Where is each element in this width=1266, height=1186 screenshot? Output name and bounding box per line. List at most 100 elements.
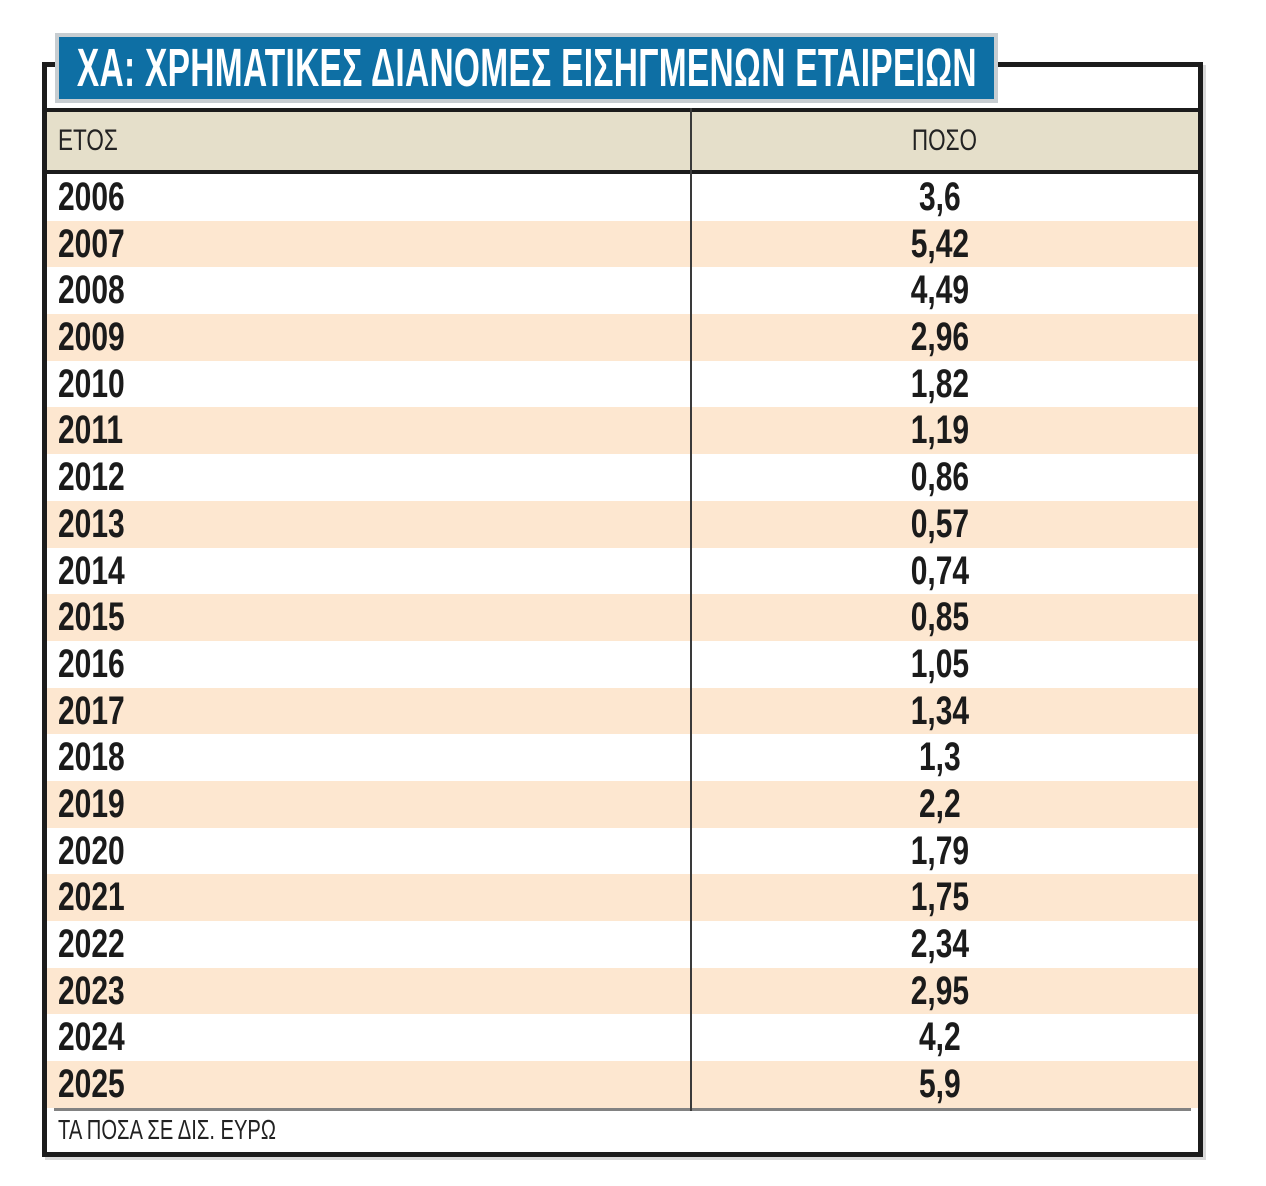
amount-cell: 0,74: [690, 548, 1189, 595]
table-row: 2013 0,57: [47, 500, 1198, 548]
amount-cell: 4,2: [690, 1014, 1189, 1061]
table-row: 2017 1,34: [47, 687, 1198, 735]
year-value: 2018: [58, 735, 125, 780]
year-value: 2006: [58, 175, 125, 219]
amount-cell: 1,79: [690, 828, 1189, 875]
amount-value: 1,3: [918, 735, 961, 780]
table-row: 2019 2,2: [47, 780, 1198, 828]
column-header-amount-label: ΠΟΣΟ: [911, 124, 977, 157]
amount-cell: 5,42: [690, 221, 1189, 268]
amount-value: 2,96: [910, 315, 969, 360]
amount-cell: 2,2: [690, 781, 1189, 828]
column-header-year: ΕΤΟΣ: [47, 124, 690, 158]
year-cell: 2010: [56, 361, 690, 408]
amount-value: 1,75: [910, 875, 969, 920]
year-cell: 2017: [56, 688, 690, 735]
table-row: 2009 2,96: [47, 314, 1198, 361]
year-value: 2012: [58, 455, 125, 500]
amount-cell: 0,86: [690, 454, 1189, 501]
footnote-text: ΤΑ ΠΟΣΑ ΣΕ ΔΙΣ. ΕΥΡΩ: [58, 1113, 276, 1145]
amount-value: 5,9: [918, 1062, 961, 1107]
table-frame: ΕΤΟΣ ΠΟΣΟ 2006 3,6 2007 5,42 2008 4,49 2009 2,9…: [42, 62, 1203, 1157]
year-cell: 2020: [56, 828, 690, 875]
footnote-row: ΤΑ ΠΟΣΑ ΣΕ ΔΙΣ. ΕΥΡΩ: [47, 1111, 1198, 1149]
year-value: 2008: [58, 268, 125, 313]
table-row: 2012 0,86: [47, 454, 1198, 501]
year-value: 2016: [58, 641, 125, 686]
table-row: 2010 1,82: [47, 361, 1198, 408]
column-header-amount: ΠΟΣΟ: [690, 124, 1198, 158]
year-value: 2020: [58, 828, 125, 873]
amount-value: 1,82: [910, 361, 969, 406]
table-header-row: ΕΤΟΣ ΠΟΣΟ: [47, 108, 1198, 174]
footnote-divider: [54, 1107, 1191, 1111]
amount-cell: 1,82: [690, 361, 1189, 408]
year-value: 2009: [58, 315, 125, 360]
year-value: 2021: [58, 875, 125, 920]
year-cell: 2013: [56, 501, 690, 548]
amount-value: 4,49: [910, 268, 969, 313]
year-cell: 2006: [56, 174, 690, 221]
amount-value: 1,79: [910, 828, 969, 873]
table-row: 2018 1,3: [47, 734, 1198, 781]
amount-cell: 1,34: [690, 688, 1189, 735]
amount-value: 0,86: [910, 455, 969, 500]
year-cell: 2019: [56, 781, 690, 828]
amount-value: 2,95: [910, 968, 969, 1013]
amount-cell: 4,49: [690, 267, 1189, 314]
page-title: ΧΑ: ΧΡΗΜΑΤΙΚΕΣ ΔΙΑΝΟΜΕΣ ΕΙΣΗΓΜΕΝΩΝ ΕΤΑΙΡ…: [76, 38, 977, 98]
title-banner: ΧΑ: ΧΡΗΜΑΤΙΚΕΣ ΔΙΑΝΟΜΕΣ ΕΙΣΗΓΜΕΝΩΝ ΕΤΑΙΡ…: [55, 33, 998, 103]
table-row: 2014 0,74: [47, 548, 1198, 595]
year-value: 2013: [58, 501, 125, 546]
amount-value: 3,6: [918, 175, 961, 219]
year-cell: 2007: [56, 221, 690, 268]
amount-value: 1,05: [910, 641, 969, 686]
amount-cell: 0,57: [690, 501, 1189, 548]
amount-cell: 2,34: [690, 921, 1189, 968]
amount-cell: 5,9: [690, 1061, 1189, 1108]
year-cell: 2021: [56, 874, 690, 921]
table-frame-inner: ΕΤΟΣ ΠΟΣΟ 2006 3,6 2007 5,42 2008 4,49 2009 2,9…: [47, 67, 1198, 1152]
amount-cell: 2,96: [690, 314, 1189, 361]
year-value: 2024: [58, 1015, 125, 1060]
amount-value: 4,2: [918, 1015, 961, 1060]
amount-value: 2,34: [910, 922, 969, 966]
table-row: 2024 4,2: [47, 1014, 1198, 1061]
table-row: 2008 4,49: [47, 267, 1198, 314]
amount-value: 0,57: [910, 501, 969, 546]
year-cell: 2025: [56, 1061, 690, 1108]
year-cell: 2024: [56, 1014, 690, 1061]
year-cell: 2011: [56, 407, 690, 454]
year-value: 2010: [58, 361, 125, 406]
year-cell: 2008: [56, 267, 690, 314]
amount-cell: 1,05: [690, 641, 1189, 688]
amount-value: 2,2: [918, 781, 961, 826]
table-row: 2020 1,79: [47, 828, 1198, 875]
table-row: 2011 1,19: [47, 407, 1198, 455]
table-row: 2006 3,6: [47, 174, 1198, 221]
year-cell: 2014: [56, 548, 690, 595]
amount-value: 5,42: [910, 221, 969, 266]
column-divider-line: [690, 108, 692, 1111]
year-value: 2017: [58, 688, 125, 733]
year-cell: 2023: [56, 968, 690, 1015]
table-row: 2007 5,42: [47, 220, 1198, 268]
amount-cell: 3,6: [690, 174, 1189, 221]
table-row: 2022 2,34: [47, 921, 1198, 968]
year-value: 2019: [58, 781, 125, 826]
year-value: 2022: [58, 922, 125, 966]
year-cell: 2018: [56, 734, 690, 781]
year-value: 2025: [58, 1062, 125, 1107]
amount-value: 1,19: [910, 408, 969, 453]
year-value: 2007: [58, 221, 125, 266]
amount-cell: 1,19: [690, 407, 1189, 454]
amount-cell: 0,85: [690, 594, 1189, 641]
column-header-year-label: ΕΤΟΣ: [58, 124, 118, 157]
year-cell: 2015: [56, 594, 690, 641]
table-row: 2021 1,75: [47, 874, 1198, 921]
table-row: 2025 5,9: [47, 1061, 1198, 1108]
year-cell: 2016: [56, 641, 690, 688]
year-value: 2011: [58, 408, 124, 453]
amount-value: 1,34: [910, 688, 969, 733]
year-value: 2023: [58, 968, 125, 1013]
